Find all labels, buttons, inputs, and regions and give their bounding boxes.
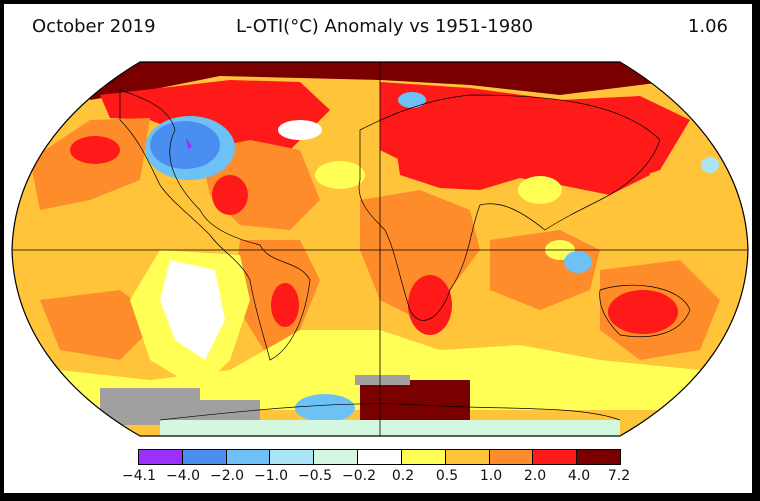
north-pacific-cold xyxy=(701,157,719,173)
colorbar xyxy=(138,449,621,465)
colorbar-swatch xyxy=(270,450,315,464)
australia-coastline xyxy=(599,284,691,338)
canada-coldest xyxy=(186,138,192,150)
colorbar-swatch xyxy=(533,450,578,464)
north-pacific-orange xyxy=(30,118,150,210)
brazil-red xyxy=(271,283,299,327)
antarctic-coast-green xyxy=(160,420,620,436)
scandinavia-cold xyxy=(398,92,426,108)
colorbar-tick-label: −1.0 xyxy=(254,468,288,484)
weddell-cold xyxy=(295,394,355,422)
australia-red xyxy=(608,290,678,334)
colorbar-swatch xyxy=(358,450,402,464)
colorbar-tick-label: −0.2 xyxy=(342,468,376,484)
atlantic-yellow xyxy=(315,161,365,189)
global-mean-value: 1.06 xyxy=(687,16,728,37)
americas-coastline xyxy=(119,89,311,361)
canada-cold xyxy=(150,121,220,169)
map-title: L-OTI(°C) Anomaly vs 1951-1980 xyxy=(236,16,534,37)
colorbar-swatch xyxy=(139,450,183,464)
coastlines xyxy=(119,89,691,421)
colorbar-swatch xyxy=(226,450,271,464)
colorbar-tick-label: −4.1 xyxy=(122,468,156,484)
east-pacific-white xyxy=(160,260,225,360)
arabia-yellow xyxy=(518,176,562,204)
missing-data-west xyxy=(100,388,260,425)
colorbar-swatch xyxy=(577,450,620,464)
colorbar-tick-label: 2.0 xyxy=(523,468,547,484)
colorbar-tick-label: −0.5 xyxy=(298,468,332,484)
colorbar-tick-label: 4.0 xyxy=(567,468,591,484)
antarctica-coastline xyxy=(159,403,621,421)
colorbar-tick-label: −4.0 xyxy=(166,468,200,484)
colorbar-tick-label: −2.0 xyxy=(210,468,244,484)
africa-orange xyxy=(360,190,480,320)
globe-outline xyxy=(11,61,749,437)
afro-eurasia-coastline xyxy=(358,94,661,321)
colorbar-swatch xyxy=(489,450,534,464)
colorbar-tick-label: 1.0 xyxy=(479,468,503,484)
colorbar-swatch xyxy=(182,450,227,464)
missing-data-east xyxy=(355,375,410,385)
indonesia-cold xyxy=(564,251,592,273)
south-pacific-orange xyxy=(40,290,160,360)
east-us-red xyxy=(212,175,248,215)
colorbar-swatch xyxy=(445,450,490,464)
alaska-pacific-red xyxy=(70,136,120,164)
colorbar-swatch xyxy=(314,450,359,464)
southern-africa-red xyxy=(408,275,452,335)
north-america-arctic-red xyxy=(100,80,330,160)
colorbar-tick-label: 0.2 xyxy=(391,468,415,484)
colorbar-tick-label: 7.2 xyxy=(607,468,631,484)
map-date: October 2019 xyxy=(32,16,156,37)
colorbar-tick-label: 0.5 xyxy=(435,468,459,484)
colorbar-ticks: −4.1 −4.0 −2.0 −1.0 −0.5 −0.2 0.2 0.5 1.… xyxy=(0,468,760,488)
asia-red xyxy=(395,120,650,195)
north-atlantic-white xyxy=(278,120,322,140)
colorbar-swatch xyxy=(401,450,446,464)
